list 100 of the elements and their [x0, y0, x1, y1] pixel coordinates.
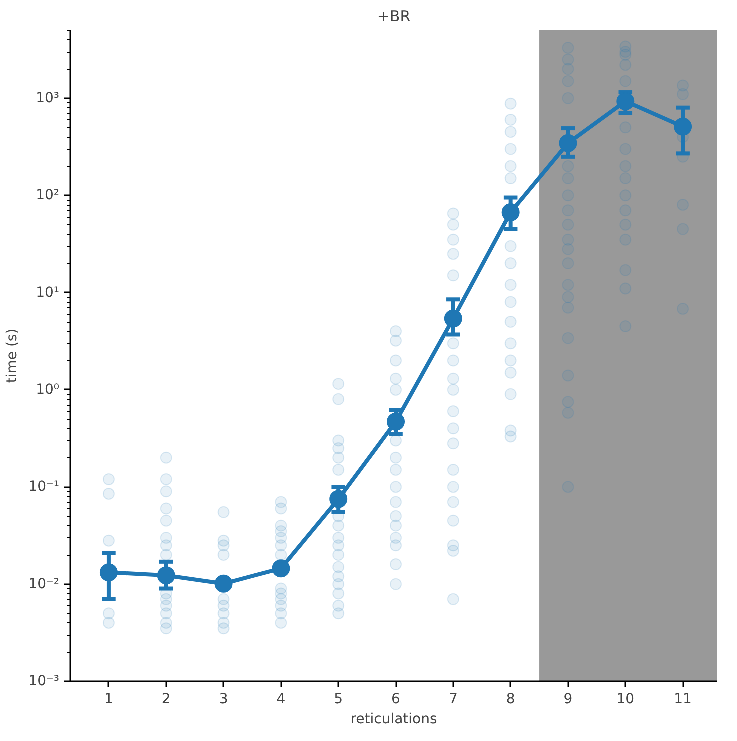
point [562, 332, 574, 344]
y-tick-label: 10¹ [36, 284, 60, 301]
point [444, 310, 462, 328]
point [504, 430, 517, 443]
point [390, 452, 402, 464]
point [562, 218, 574, 231]
chart-title: +BR [377, 8, 411, 26]
point [562, 396, 574, 408]
point [447, 234, 460, 246]
point [620, 172, 632, 184]
x-tick-label: 5 [334, 692, 344, 708]
point [620, 234, 632, 246]
point [504, 143, 517, 156]
point [272, 560, 290, 578]
point [332, 452, 345, 464]
point [218, 622, 230, 635]
point [390, 334, 402, 347]
point [102, 488, 115, 500]
point [504, 366, 517, 379]
point [620, 160, 632, 172]
point [562, 92, 574, 104]
point [504, 296, 517, 308]
point [447, 338, 460, 350]
point [447, 593, 460, 606]
point [447, 208, 460, 220]
x-tick-label: 6 [392, 692, 401, 708]
point [447, 354, 460, 367]
point [390, 481, 402, 494]
point [332, 608, 345, 620]
point [332, 588, 345, 600]
point [677, 199, 690, 212]
y-tick-label: 10³ [36, 90, 60, 106]
point [562, 370, 574, 382]
point [447, 248, 460, 260]
point [504, 172, 517, 184]
point [562, 160, 574, 172]
point [447, 514, 460, 527]
point [504, 98, 517, 110]
x-tick-label: 10 [616, 692, 635, 708]
point [502, 204, 520, 222]
point [620, 320, 632, 332]
point [390, 464, 402, 476]
point [504, 354, 517, 367]
x-tick-label: 9 [564, 692, 573, 708]
point [275, 617, 288, 629]
point [275, 549, 288, 562]
point [447, 384, 460, 396]
point [387, 412, 406, 431]
x-tick-label: 4 [276, 692, 286, 708]
point [102, 534, 115, 547]
y-tick-label: 10⁻¹ [28, 479, 60, 496]
point [562, 190, 574, 202]
point [447, 545, 460, 558]
point [504, 388, 517, 400]
point [447, 406, 460, 418]
point [562, 172, 574, 184]
point [330, 490, 348, 508]
point [620, 264, 632, 276]
point [504, 240, 517, 252]
point [504, 279, 517, 292]
point [620, 204, 632, 217]
point [562, 279, 574, 292]
point [447, 481, 460, 494]
x-tick-label: 7 [448, 692, 458, 708]
point [100, 564, 118, 582]
y-tick-label: 10² [36, 188, 60, 204]
point [504, 316, 517, 328]
point [562, 42, 574, 54]
point [390, 558, 402, 570]
point [447, 270, 460, 282]
point [160, 549, 172, 562]
point [562, 258, 574, 270]
point [447, 422, 460, 435]
point [275, 502, 288, 515]
point [620, 48, 632, 61]
x-axis-title: reticulations [350, 712, 438, 728]
point [562, 481, 574, 494]
point [332, 393, 345, 406]
y-axis-title: time (s) [4, 328, 21, 384]
point [332, 520, 345, 532]
point [504, 126, 517, 138]
point [620, 190, 632, 202]
point [677, 88, 690, 100]
point [160, 452, 172, 464]
point [616, 92, 635, 110]
point [620, 143, 632, 156]
point [160, 622, 172, 635]
point [559, 134, 578, 152]
point [218, 549, 230, 562]
point [214, 574, 233, 593]
point [447, 496, 460, 508]
point [504, 160, 517, 172]
point [160, 502, 172, 515]
point [562, 243, 574, 256]
point [674, 118, 692, 136]
point [332, 442, 345, 454]
point [562, 63, 574, 76]
point [620, 218, 632, 231]
x-tick-label: 3 [219, 692, 228, 708]
point [447, 464, 460, 476]
